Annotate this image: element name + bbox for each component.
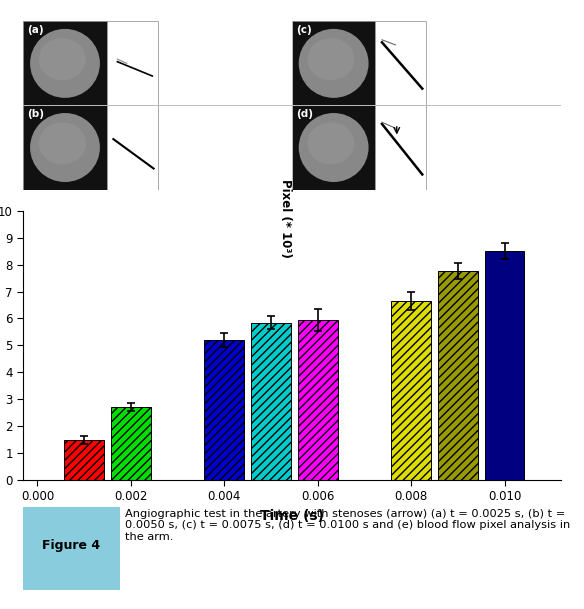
Text: (d): (d) (296, 109, 313, 119)
Bar (485, 251, 524, 480)
Bar (251, 323, 291, 480)
Text: (a): (a) (27, 25, 44, 35)
Bar (64, 440, 104, 480)
Ellipse shape (298, 29, 369, 98)
Bar (111, 407, 151, 480)
Bar (376, 21, 426, 105)
Ellipse shape (39, 38, 86, 80)
X-axis label: Time (s): Time (s) (260, 509, 324, 523)
Bar (292, 105, 376, 189)
Text: (c): (c) (296, 25, 312, 35)
Bar (438, 272, 478, 480)
Text: (b): (b) (27, 109, 44, 119)
Ellipse shape (307, 38, 354, 80)
Ellipse shape (307, 122, 354, 164)
Bar (298, 320, 338, 480)
Bar (391, 301, 431, 480)
Bar (23, 21, 107, 105)
Bar (376, 105, 426, 189)
Text: Pixel (* 10³): Pixel (* 10³) (279, 180, 292, 258)
Ellipse shape (39, 122, 86, 164)
Bar (107, 21, 158, 105)
FancyBboxPatch shape (20, 507, 120, 590)
Bar (204, 340, 244, 480)
Ellipse shape (30, 29, 100, 98)
Text: Figure 4: Figure 4 (41, 539, 100, 552)
Ellipse shape (30, 113, 100, 182)
Bar (292, 21, 376, 105)
Text: Angiographic test in the artery with stenoses (arrow) (a) t = 0.0025 s, (b) t = : Angiographic test in the artery with ste… (126, 509, 571, 542)
Ellipse shape (298, 113, 369, 182)
Bar (107, 105, 158, 189)
Bar (23, 105, 107, 189)
